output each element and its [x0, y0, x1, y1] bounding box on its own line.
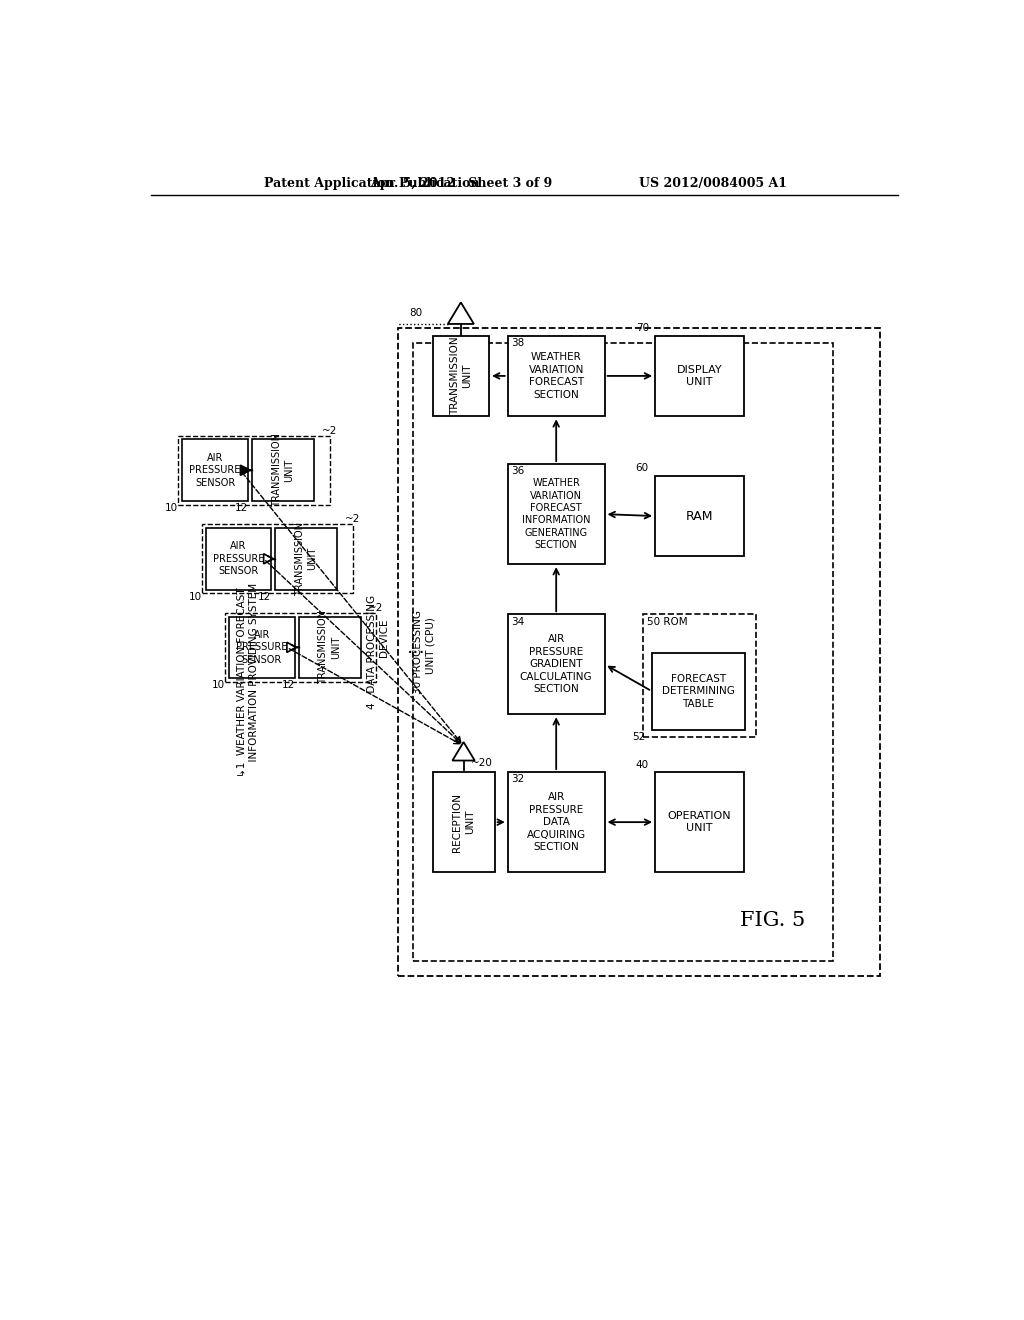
Bar [252, 440, 314, 502]
Bar [228, 616, 295, 678]
Text: 12: 12 [234, 503, 248, 513]
Bar [432, 772, 495, 873]
Bar [655, 335, 744, 416]
Text: AIR
PRESSURE
SENSOR: AIR PRESSURE SENSOR [213, 541, 264, 577]
Text: AIR
PRESSURE
SENSOR: AIR PRESSURE SENSOR [189, 453, 241, 487]
Text: ~2: ~2 [322, 425, 337, 436]
Text: AIR
PRESSURE
SENSOR: AIR PRESSURE SENSOR [236, 630, 288, 665]
Text: 32: 32 [512, 775, 525, 784]
Text: TRANSMISSION
UNIT: TRANSMISSION UNIT [295, 521, 317, 595]
Text: 50 ROM: 50 ROM [647, 616, 688, 627]
Bar [225, 612, 376, 682]
Bar [508, 614, 604, 714]
Text: RAM: RAM [686, 510, 714, 523]
Text: 60: 60 [636, 463, 649, 474]
Bar [299, 616, 360, 678]
Bar [655, 772, 744, 873]
Bar [414, 343, 834, 961]
Text: 70: 70 [636, 323, 649, 333]
Text: ~20: ~20 [471, 758, 494, 768]
Text: ↳1  WEATHER VARIATION FORECAST
      INFORMATION PROVIDING SYSTEM: ↳1 WEATHER VARIATION FORECAST INFORMATIO… [237, 583, 259, 781]
Text: TRANSMISSION
UNIT: TRANSMISSION UNIT [271, 433, 294, 507]
Text: 38: 38 [512, 338, 525, 347]
Text: 34: 34 [512, 616, 525, 627]
Text: ~2: ~2 [345, 515, 360, 524]
Text: TRANSMISSION
UNIT: TRANSMISSION UNIT [318, 610, 341, 684]
Bar [275, 528, 337, 590]
Text: OPERATION
UNIT: OPERATION UNIT [668, 810, 731, 833]
Text: 36: 36 [512, 466, 525, 477]
Text: 30 PROCESSING
    UNIT (CPU): 30 PROCESSING UNIT (CPU) [413, 610, 435, 694]
Bar [508, 335, 604, 416]
Text: 12: 12 [258, 591, 271, 602]
Text: TRANSMISSION
UNIT: TRANSMISSION UNIT [450, 337, 472, 416]
Text: WEATHER
VARIATION
FORECAST
SECTION: WEATHER VARIATION FORECAST SECTION [528, 352, 584, 400]
Text: WEATHER
VARIATION
FORECAST
INFORMATION
GENERATING
SECTION: WEATHER VARIATION FORECAST INFORMATION G… [522, 478, 591, 550]
Bar [202, 524, 352, 594]
Text: 10: 10 [188, 591, 202, 602]
Text: US 2012/0084005 A1: US 2012/0084005 A1 [639, 177, 786, 190]
Text: DISPLAY
UNIT: DISPLAY UNIT [677, 364, 722, 387]
Bar [432, 335, 489, 416]
Bar [508, 772, 604, 873]
Text: 40: 40 [636, 760, 649, 770]
Bar [652, 653, 744, 730]
Text: 4   DATA PROCESSING
        DEVICE: 4 DATA PROCESSING DEVICE [368, 595, 389, 709]
Text: AIR
PRESSURE
DATA
ACQUIRING
SECTION: AIR PRESSURE DATA ACQUIRING SECTION [526, 792, 586, 851]
Text: 10: 10 [212, 681, 225, 690]
Text: RECEPTION
UNIT: RECEPTION UNIT [453, 792, 475, 851]
Text: 52: 52 [633, 733, 646, 742]
Bar [655, 475, 744, 557]
Bar [182, 440, 248, 502]
Text: FORECAST
DETERMINING
TABLE: FORECAST DETERMINING TABLE [662, 673, 735, 709]
Text: Patent Application Publication: Patent Application Publication [263, 177, 479, 190]
Text: 12: 12 [282, 681, 295, 690]
Text: ...: ... [407, 638, 426, 657]
Text: 80: 80 [410, 308, 423, 318]
Text: FIG. 5: FIG. 5 [740, 911, 806, 931]
Bar [206, 528, 271, 590]
Bar [508, 465, 604, 564]
Text: ~2: ~2 [369, 603, 384, 612]
Text: AIR
PRESSURE
GRADIENT
CALCULATING
SECTION: AIR PRESSURE GRADIENT CALCULATING SECTIO… [520, 635, 593, 694]
Text: Apr. 5, 2012   Sheet 3 of 9: Apr. 5, 2012 Sheet 3 of 9 [370, 177, 552, 190]
Text: 10: 10 [165, 503, 178, 513]
Bar [397, 327, 880, 977]
Bar [643, 614, 756, 738]
Bar [178, 436, 330, 506]
Polygon shape [241, 465, 250, 475]
